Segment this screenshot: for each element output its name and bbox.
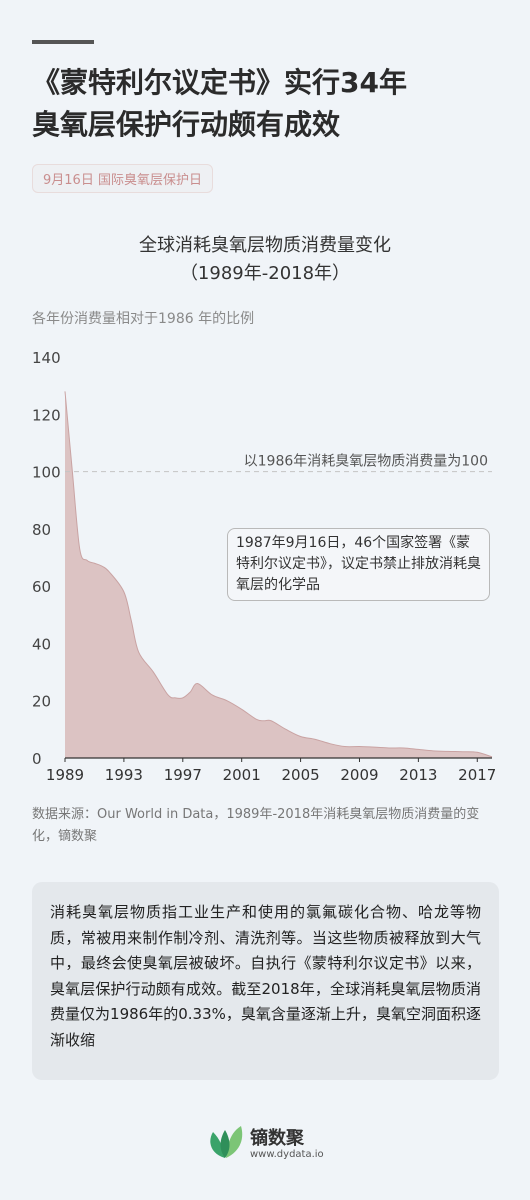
decorative-bar [32, 40, 94, 44]
y-tick-label: 100 [32, 464, 61, 482]
title-line-1: 《蒙特利尔议定书》实行34年 [32, 66, 407, 99]
x-tick-label: 1993 [105, 766, 143, 784]
y-tick-label: 140 [32, 349, 61, 367]
series-line [64, 391, 493, 758]
data-source: 数据来源：Our World in Data，1989年-2018年消耗臭氧层物… [32, 807, 480, 844]
reference-line-label: 以1986年消耗臭氧层物质消费量为100 [244, 454, 488, 470]
x-tick-label: 2009 [340, 766, 378, 784]
chart-title-line-2: （1989年-2018年） [179, 263, 351, 284]
y-tick-label: 80 [32, 521, 51, 539]
y-tick-label: 60 [32, 578, 51, 596]
x-tick-label: 2013 [399, 766, 437, 784]
page-title: 《蒙特利尔议定书》实行34年 臭氧层保护行动颇有成效 [32, 62, 407, 146]
description-box: 消耗臭氧层物质指工业生产和使用的氯氟碳化合物、哈龙等物质，常被用来制作制冷剂、清… [32, 882, 499, 1080]
y-tick-label: 20 [32, 693, 51, 711]
y-tick-label: 40 [32, 635, 51, 653]
annotation-callout: 1987年9月16日，46个国家签署《蒙特利尔议定书》，议定书禁止排放消耗臭氧层… [227, 528, 490, 601]
y-tick-label: 120 [32, 406, 61, 424]
area-chart: 0 20 40 60 80 100 120 140 以1986年消耗臭氧层物质消费量为100 19… [32, 349, 496, 784]
x-tick-label: 2001 [223, 766, 261, 784]
x-tick-label: 2005 [281, 766, 319, 784]
chart-title: 全球消耗臭氧层物质消费量变化 （1989年-2018年） [0, 232, 530, 288]
leaf-icon [210, 1126, 243, 1158]
title-line-2: 臭氧层保护行动颇有成效 [32, 108, 341, 141]
date-tag: 9月16日 国际臭氧层保护日 [32, 164, 213, 193]
y-axis-caption: 各年份消费量相对于1986 年的比例 [32, 311, 255, 327]
chart-title-line-1: 全球消耗臭氧层物质消费量变化 [139, 235, 391, 256]
x-tick-label: 1989 [46, 766, 84, 784]
logo-url: www.dydata.io [250, 1149, 324, 1160]
logo-name: 镝数聚 [250, 1128, 304, 1149]
y-tick-label: 0 [32, 750, 42, 768]
x-tick-label: 1997 [164, 766, 202, 784]
x-tick-label: 2017 [458, 766, 496, 784]
series-area [65, 391, 492, 758]
